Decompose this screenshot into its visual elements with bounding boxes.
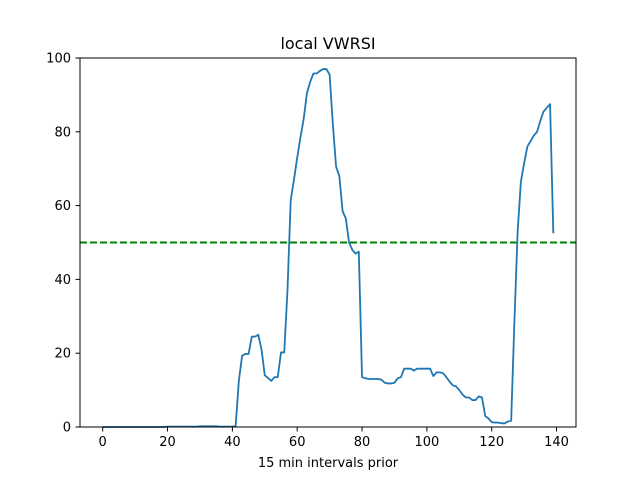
plot-frame	[79, 57, 577, 428]
y-tick-label: 60	[54, 199, 71, 214]
x-tick-label: 0	[99, 435, 107, 450]
x-tick-label: 80	[354, 435, 371, 450]
x-axis: 0 20 40 60 80 100 120 140	[99, 427, 569, 450]
y-tick-label: 0	[63, 421, 71, 436]
y-tick-label: 20	[54, 347, 71, 362]
x-tick-label: 120	[479, 435, 504, 450]
x-axis-label: 15 min intervals prior	[258, 456, 399, 471]
x-tick-label: 100	[414, 435, 439, 450]
x-tick-label: 60	[289, 435, 306, 450]
y-tick-label: 40	[54, 273, 71, 288]
plot-area	[79, 57, 577, 428]
x-tick-label: 140	[544, 435, 569, 450]
y-axis: 0 20 40 60 80 100	[46, 52, 80, 436]
y-tick-label: 80	[54, 125, 71, 140]
x-tick-label: 20	[159, 435, 176, 450]
y-tick-label: 100	[46, 52, 71, 67]
x-tick-label: 40	[224, 435, 241, 450]
chart-title: local VWRSI	[280, 34, 375, 53]
